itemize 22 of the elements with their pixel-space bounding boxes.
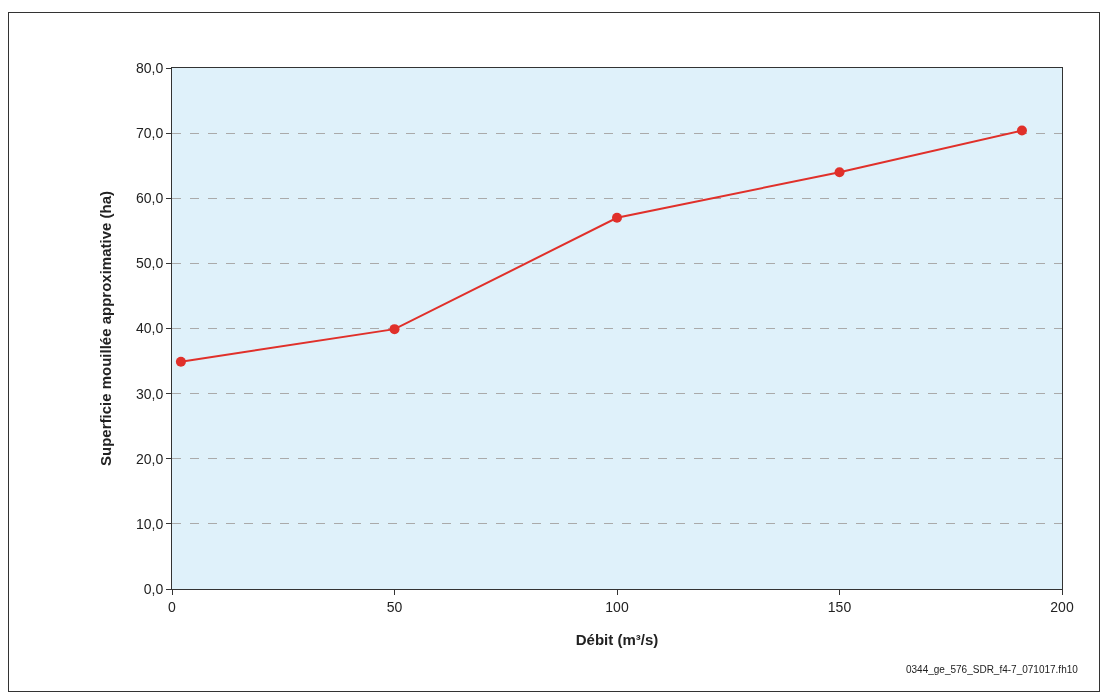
y-tick-label: 70,0 [135,125,164,142]
point [612,212,622,223]
x-tick-label: 100 [605,598,629,615]
y-tick-label: 50,0 [135,255,164,272]
x-tick-label: 50 [386,598,403,615]
point [175,356,186,367]
x-tick-label: 150 [827,598,852,615]
y-axis-title: Superficie mouillée approximative (ha) [97,190,115,467]
y-tick-label: 80,0 [135,59,164,76]
text: 0344_ge_576_SDR_f4-7_071017.fh10 [906,664,1079,675]
y-tick-label: 20,0 [135,450,164,467]
point [1016,125,1027,136]
point [834,167,845,178]
y-tick-label: 40,0 [135,320,164,337]
x-tick-label: 200 [1050,598,1074,615]
y-tick-label: 60,0 [135,190,164,207]
y-tick-label: 30,0 [135,385,164,402]
x-tick-label: 0 [168,598,177,615]
point [389,324,400,335]
x-axis-title: Débit (m³/s) [575,630,659,648]
y-tick-label: 10,0 [135,515,164,532]
y-tick-label: 0,0 [143,580,164,597]
